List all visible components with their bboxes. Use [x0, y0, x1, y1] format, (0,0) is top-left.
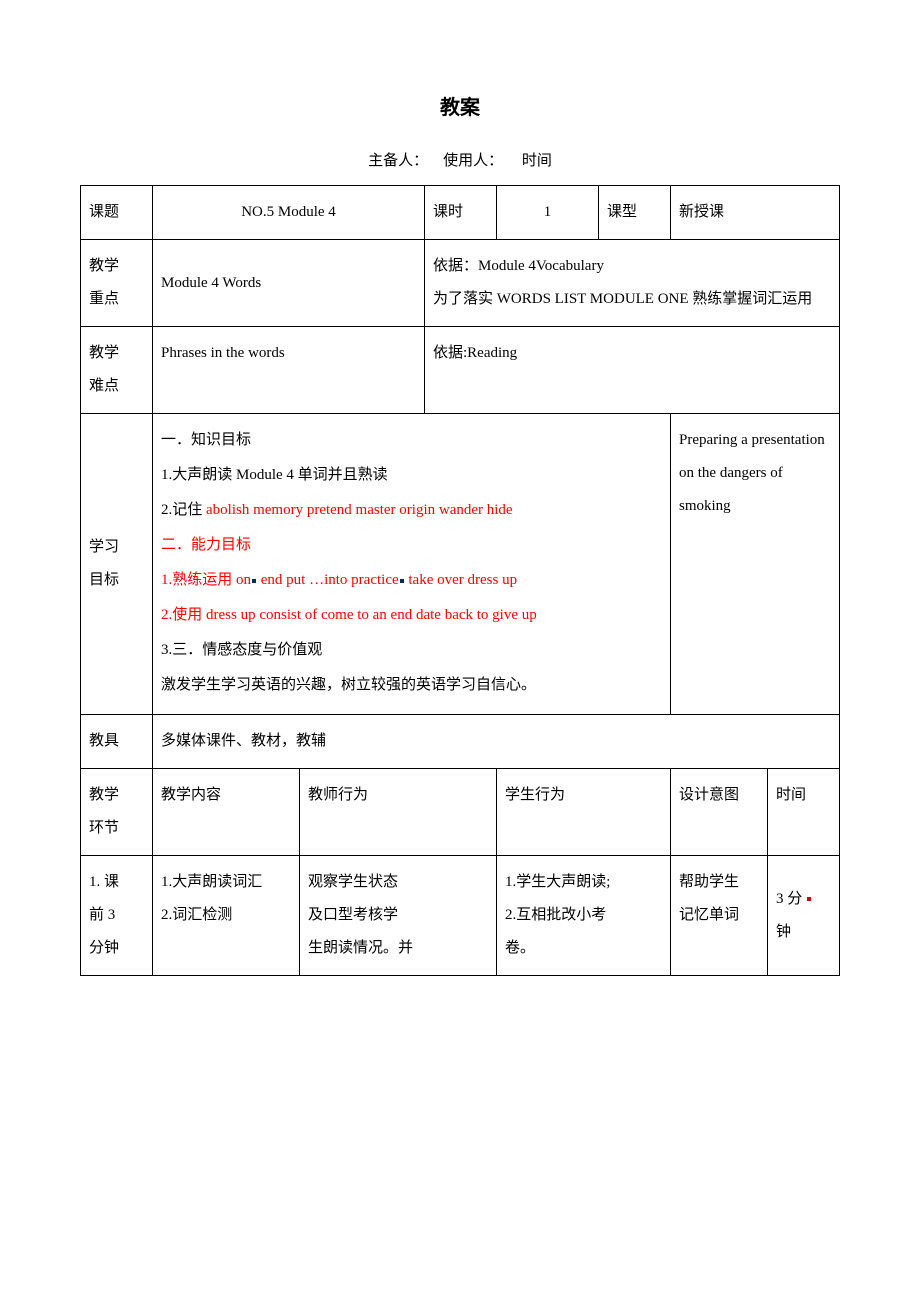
goals-side: Preparing a presentation on the dangers … [671, 414, 840, 715]
difficulty-label: 教学 难点 [81, 327, 153, 414]
time-label: 时间 [522, 153, 552, 169]
period-value: 1 [497, 186, 599, 240]
prepared-by-label: 主备人： [368, 153, 428, 169]
focus-value: Module 4 Words [153, 240, 425, 327]
goals-content: 一．知识目标 1.大声朗读 Module 4 单词并且熟读 2.记住 aboli… [153, 414, 671, 715]
knowledge-item-2: 2.记住 abolish memory pretend master origi… [161, 494, 662, 527]
tools-row: 教具 多媒体课件、教材，教辅 [81, 715, 840, 769]
goals-row: 学习 目标 一．知识目标 1.大声朗读 Module 4 单词并且熟读 2.记住… [81, 414, 840, 715]
step1-time-l1: 3 分 [776, 883, 831, 916]
step1-phase-l1: 1. 课 [89, 866, 144, 899]
step1-student: 1.学生大声朗读; 2.互相批改小考 卷。 [497, 856, 671, 976]
knowledge-item-1: 1.大声朗读 Module 4 单词并且熟读 [161, 459, 662, 492]
step1-time: 3 分 钟 [768, 856, 840, 976]
focus-basis: 依据：Module 4Vocabulary 为了落实 WORDS LIST MO… [425, 240, 840, 327]
period-label: 课时 [425, 186, 497, 240]
dot-icon [400, 579, 404, 583]
step1-student-l3: 卷。 [505, 932, 662, 965]
hdr-content: 教学内容 [153, 769, 300, 856]
step1-time-l2: 钟 [776, 916, 831, 949]
step1-phase-l3: 分钟 [89, 932, 144, 965]
a1-mid2: take over dress up [405, 572, 517, 588]
dot-icon [252, 579, 256, 583]
step1-design-l1: 帮助学生 [679, 866, 759, 899]
difficulty-row: 教学 难点 Phrases in the words 依据:Reading [81, 327, 840, 414]
goals-label-l2: 目标 [89, 564, 144, 597]
page-title: 教案 [80, 90, 840, 126]
a1-mid1: end put …into practice [257, 572, 399, 588]
step1-design: 帮助学生 记忆单词 [671, 856, 768, 976]
steps-header-row: 教学 环节 教学内容 教师行为 学生行为 设计意图 时间 [81, 769, 840, 856]
step1-phase: 1. 课 前 3 分钟 [81, 856, 153, 976]
lesson-plan-table: 课题 NO.5 Module 4 课时 1 课型 新授课 教学 重点 Modul… [80, 185, 840, 976]
subtitle: 主备人： 使用人： 时间 [80, 148, 840, 175]
topic-label: 课题 [81, 186, 153, 240]
tools-label: 教具 [81, 715, 153, 769]
emotion-content: 激发学生学习英语的兴趣，树立较强的英语学习自信心。 [161, 669, 662, 702]
step1-teacher-l2: 及口型考核学 [308, 899, 488, 932]
hdr-student: 学生行为 [497, 769, 671, 856]
hdr-design: 设计意图 [671, 769, 768, 856]
difficulty-basis: 依据:Reading [425, 327, 840, 414]
difficulty-label-l1: 教学 [89, 337, 144, 370]
step1-teacher-l3: 生朗读情况。并 [308, 932, 488, 965]
hdr-time: 时间 [768, 769, 840, 856]
step1-content: 1.大声朗读词汇 2.词汇检测 [153, 856, 300, 976]
step1-teacher: 观察学生状态 及口型考核学 生朗读情况。并 [300, 856, 497, 976]
tools-value: 多媒体课件、教材，教辅 [153, 715, 840, 769]
difficulty-label-l2: 难点 [89, 370, 144, 403]
focus-basis-l2: 为了落实 WORDS LIST MODULE ONE 熟练掌握词汇运用 [433, 283, 831, 316]
difficulty-value: Phrases in the words [153, 327, 425, 414]
step1-student-l2: 2.互相批改小考 [505, 899, 662, 932]
focus-row: 教学 重点 Module 4 Words 依据：Module 4Vocabula… [81, 240, 840, 327]
type-value: 新授课 [671, 186, 840, 240]
user-label: 使用人： [443, 153, 503, 169]
step1-design-l2: 记忆单词 [679, 899, 759, 932]
focus-basis-l1: 依据：Module 4Vocabulary [433, 250, 831, 283]
hdr-phase-l1: 教学 [89, 779, 144, 812]
focus-label-l2: 重点 [89, 283, 144, 316]
step1-phase-l2: 前 3 [89, 899, 144, 932]
ability-item-1: 1.熟练运用 on end put …into practice take ov… [161, 564, 662, 597]
topic-value: NO.5 Module 4 [153, 186, 425, 240]
step1-time-text: 3 分 [776, 891, 802, 907]
dot-icon [807, 897, 811, 901]
hdr-phase: 教学 环节 [81, 769, 153, 856]
k2-prefix: 2.记住 [161, 502, 206, 518]
goals-label: 学习 目标 [81, 414, 153, 715]
goals-label-l1: 学习 [89, 531, 144, 564]
step1-student-l1: 1.学生大声朗读; [505, 866, 662, 899]
a1-pre: 1.熟练运用 on [161, 572, 251, 588]
step-1-row: 1. 课 前 3 分钟 1.大声朗读词汇 2.词汇检测 观察学生状态 及口型考核… [81, 856, 840, 976]
emotion-heading: 3.三．情感态度与价值观 [161, 634, 662, 667]
topic-row: 课题 NO.5 Module 4 课时 1 课型 新授课 [81, 186, 840, 240]
k2-red-text: abolish memory pretend master origin wan… [206, 502, 513, 518]
hdr-teacher: 教师行为 [300, 769, 497, 856]
step1-content-l1: 1.大声朗读词汇 [161, 866, 291, 899]
ability-heading: 二．能力目标 [161, 529, 662, 562]
step1-teacher-l1: 观察学生状态 [308, 866, 488, 899]
knowledge-heading: 一．知识目标 [161, 424, 662, 457]
step1-content-l2: 2.词汇检测 [161, 899, 291, 932]
ability-item-2: 2.使用 dress up consist of come to an end … [161, 599, 662, 632]
focus-label-l1: 教学 [89, 250, 144, 283]
hdr-phase-l2: 环节 [89, 812, 144, 845]
type-label: 课型 [599, 186, 671, 240]
focus-label: 教学 重点 [81, 240, 153, 327]
